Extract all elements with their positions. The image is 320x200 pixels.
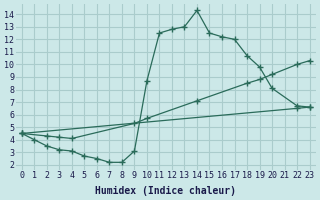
X-axis label: Humidex (Indice chaleur): Humidex (Indice chaleur) xyxy=(95,186,236,196)
